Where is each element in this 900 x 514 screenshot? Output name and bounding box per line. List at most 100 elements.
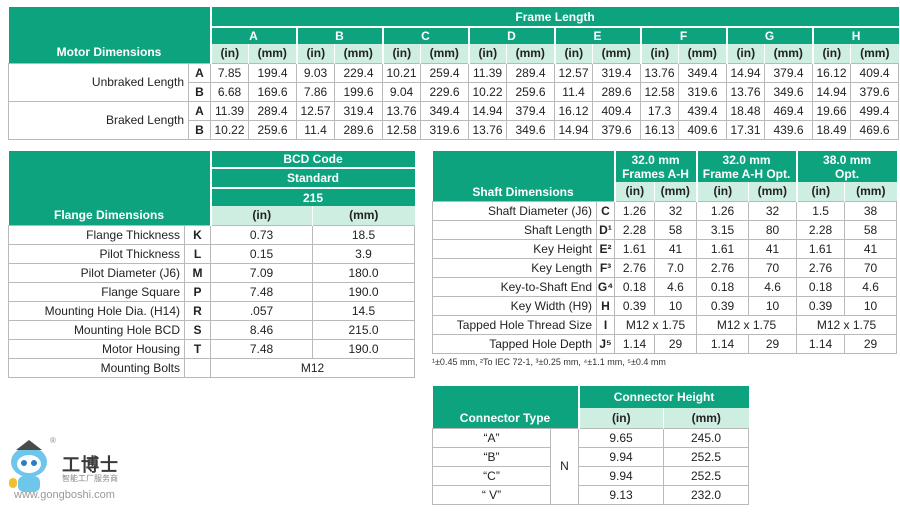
unit-in-label: (in) — [467, 44, 507, 63]
table-cell: 58 — [654, 219, 698, 240]
table-cell: 10 — [654, 295, 698, 316]
table-cell: 409.6 — [678, 119, 728, 140]
table-row: B 10.22 259.6 11.4 289.6 12.58 319.6 13.76 349.6… — [9, 119, 900, 140]
flange-row-code: K — [184, 224, 211, 245]
motor-row-code: A — [187, 62, 212, 83]
frame-a-header: A — [209, 26, 297, 44]
table-row: Flange Square P 7.48 190.0 — [8, 281, 415, 302]
motor-row-code: B — [187, 81, 212, 102]
table-cell: 0.39 — [614, 295, 656, 316]
table-cell: 70 — [844, 257, 898, 278]
shaft-row-label: Key Length — [432, 257, 597, 278]
table-cell: 3.9 — [312, 243, 415, 264]
shaft-row-label: Tapped Hole Depth — [432, 333, 597, 354]
flange-dimensions-title: Flange Dimensions — [8, 151, 211, 225]
table-cell: 7.86 — [296, 81, 336, 102]
watermark-brand: 工博士 — [62, 455, 119, 476]
table-cell: 2.28 — [614, 219, 656, 240]
table-cell: 0.15 — [210, 243, 313, 264]
connector-unit-mm: (mm) — [663, 408, 749, 428]
table-cell: 4.6 — [654, 276, 698, 297]
connector-type: “A” — [432, 427, 551, 448]
shaft-col1-header: 32.0 mm Frames A-H — [613, 151, 697, 182]
table-cell: 11.39 — [210, 100, 250, 121]
unit-in-label: (in) — [209, 44, 249, 63]
table-cell: 7.0 — [654, 257, 698, 278]
table-row: Key Length F³ 2.76 7.0 2.76 70 2.76 70 — [432, 257, 898, 278]
flange-row-code: P — [184, 281, 211, 302]
shaft-row-code: C — [595, 200, 616, 221]
table-cell: 252.5 — [663, 465, 750, 486]
unit-in-label: (in) — [725, 44, 765, 63]
table-cell: M12 x 1.75 — [614, 314, 698, 335]
unit-in-label: (in) — [795, 182, 845, 201]
motor-group-label: Braked Length — [8, 100, 189, 140]
table-row: “B” 9.94 252.5 — [432, 446, 750, 467]
table-cell: 7.85 — [210, 62, 250, 83]
table-cell: 6.68 — [210, 81, 250, 102]
frame-h-header: H — [811, 26, 899, 44]
standard-header: Standard — [209, 167, 415, 188]
table-cell: 252.5 — [663, 446, 750, 467]
table-cell: 469.4 — [764, 100, 814, 121]
unit-mm-label: (mm) — [748, 182, 797, 201]
table-cell: 439.4 — [678, 100, 728, 121]
table-cell: 9.04 — [382, 81, 422, 102]
frame-c-header: C — [381, 26, 469, 44]
table-cell: 1.61 — [796, 238, 846, 259]
shaft-row-code: I — [595, 314, 616, 335]
table-cell: 232.0 — [663, 484, 750, 505]
flange-row-label: Flange Thickness — [8, 224, 185, 245]
table-cell: 469.6 — [850, 119, 900, 140]
connector-type: “B” — [432, 446, 551, 467]
shaft-row-code: D¹ — [595, 219, 616, 240]
table-cell: 17.3 — [640, 100, 680, 121]
table-cell: 9.03 — [296, 62, 336, 83]
unit-mm-label: (mm) — [654, 182, 697, 201]
shaft-row-label: Tapped Hole Thread Size — [432, 314, 597, 335]
table-cell: 379.6 — [850, 81, 900, 102]
table-row: Pilot Thickness L 0.15 3.9 — [8, 243, 415, 264]
table-cell: M12 x 1.75 — [796, 314, 898, 335]
flange-row-label: Flange Square — [8, 281, 185, 302]
unit-mm-label: (mm) — [420, 44, 469, 63]
table-cell: 349.6 — [764, 81, 814, 102]
table-cell: 379.4 — [506, 100, 556, 121]
shaft-row-code: G⁴ — [595, 276, 616, 297]
table-cell: 16.12 — [554, 100, 594, 121]
shaft-row-code: J⁵ — [595, 333, 616, 354]
table-cell: 319.4 — [334, 100, 384, 121]
table-row: Tapped Hole Thread Size I M12 x 1.75 M12 x … — [432, 314, 898, 335]
table-cell: 1.26 — [614, 200, 656, 221]
table-cell: 13.76 — [640, 62, 680, 83]
table-cell: 4.6 — [748, 276, 798, 297]
table-cell: 1.61 — [696, 238, 750, 259]
table-cell: 2.76 — [796, 257, 846, 278]
table-cell: 289.6 — [592, 81, 642, 102]
table-cell: .057 — [210, 300, 313, 321]
table-cell: 12.57 — [554, 62, 594, 83]
connector-code: N — [549, 427, 580, 505]
shaft-row-code: E² — [595, 238, 616, 259]
table-cell: 58 — [844, 219, 898, 240]
flange-row-label: Motor Housing — [8, 338, 185, 359]
table-cell: 349.6 — [506, 119, 556, 140]
unit-in-label: (in) — [811, 44, 851, 63]
flange-row-label: Mounting Bolts — [8, 357, 185, 378]
shaft-row-label: Key Width (H9) — [432, 295, 597, 316]
unit-mm-label: (mm) — [844, 182, 897, 201]
table-cell: 8.46 — [210, 319, 313, 340]
frame-e-header: E — [553, 26, 641, 44]
bcd-code-header: BCD Code — [209, 151, 415, 168]
table-cell: 29 — [654, 333, 698, 354]
table-cell: 259.4 — [420, 62, 470, 83]
table-cell: 349.4 — [420, 100, 470, 121]
table-row: “ V” 9.13 232.0 — [432, 484, 750, 505]
frame-d-header: D — [467, 26, 555, 44]
table-cell: 4.6 — [844, 276, 898, 297]
connector-type: “ V” — [432, 484, 551, 505]
shaft-col3-header: 38.0 mm Opt. — [795, 151, 897, 182]
table-cell: 379.6 — [592, 119, 642, 140]
